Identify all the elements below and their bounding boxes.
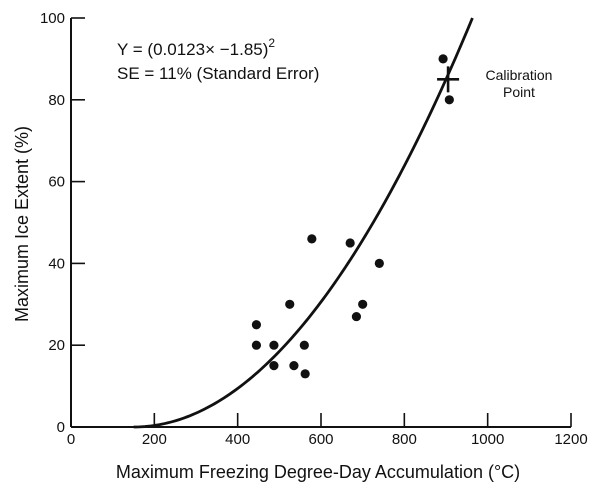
fit-curve-layer xyxy=(133,17,474,429)
x-tick-label: 600 xyxy=(308,431,333,448)
calibration-label-line1: Calibration xyxy=(486,67,553,83)
data-point xyxy=(307,234,317,244)
y-tick-label: 20 xyxy=(48,337,65,354)
data-point xyxy=(269,340,279,350)
data-points-layer xyxy=(251,54,454,379)
y-tick-label: 80 xyxy=(48,92,65,109)
annotation-block: Y = (0.0123× −1.85)2 SE = 11% (Standard … xyxy=(117,36,552,100)
x-tick-label: 0 xyxy=(67,431,75,448)
data-point xyxy=(251,340,262,350)
x-axis-title: Maximum Freezing Degree-Day Accumulation… xyxy=(116,462,520,482)
data-point xyxy=(345,238,355,248)
data-point xyxy=(289,361,299,371)
y-tick-label: 100 xyxy=(40,10,65,27)
equation-text: Y = (0.0123× −1.85)2 xyxy=(117,36,275,59)
data-point xyxy=(285,299,295,309)
x-tick-label: 400 xyxy=(225,431,250,448)
calibration-layer xyxy=(437,66,460,93)
data-point xyxy=(351,311,362,322)
axes: 0 200 400 600 800 1000 1200 0 20 40 60 80 100 xyxy=(40,10,588,448)
fit-curve xyxy=(133,17,474,429)
y-tick-label: 40 xyxy=(48,255,65,272)
data-point xyxy=(444,95,454,105)
y-tick-label: 0 xyxy=(57,419,65,436)
data-point xyxy=(438,54,448,64)
data-point xyxy=(269,361,279,371)
y-tick-label: 60 xyxy=(48,174,65,191)
x-tick-label: 800 xyxy=(392,431,417,448)
calibration-label-line2: Point xyxy=(503,84,535,100)
standard-error-text: SE = 11% (Standard Error) xyxy=(117,64,319,83)
data-point xyxy=(300,369,310,379)
y-axis-title: Maximum Ice Extent (%) xyxy=(12,126,32,322)
x-tick-label: 1200 xyxy=(554,431,587,448)
x-tick-label: 1000 xyxy=(471,431,504,448)
data-point xyxy=(251,320,262,330)
x-tick-label: 200 xyxy=(142,431,167,448)
data-point xyxy=(374,258,384,268)
data-point xyxy=(299,340,309,350)
data-point xyxy=(358,299,368,309)
